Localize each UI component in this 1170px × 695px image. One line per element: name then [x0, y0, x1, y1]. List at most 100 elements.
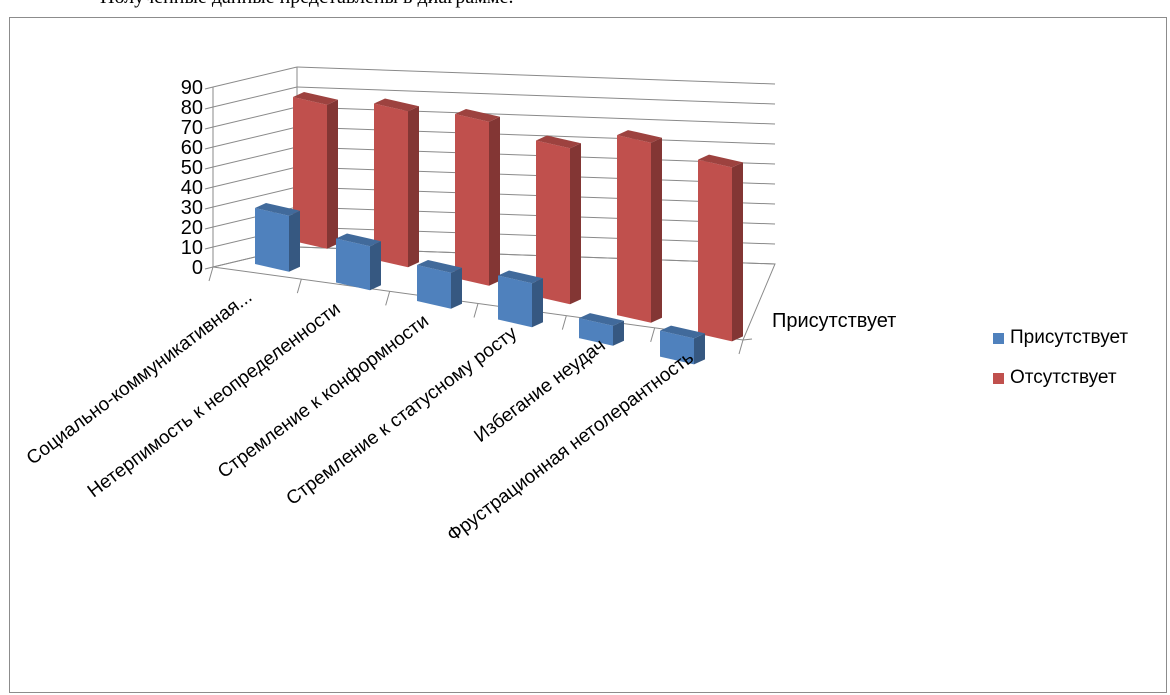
y-tick-mark	[204, 206, 214, 210]
y-tick-label: 0	[192, 257, 203, 279]
bar-series-0-4	[579, 313, 624, 346]
legend-item-series-1: Отсутствует	[993, 358, 1128, 398]
y-tick-label: 30	[181, 197, 203, 219]
side-gridline	[212, 186, 298, 208]
y-tick-mark	[204, 126, 214, 130]
y-tick-mark	[204, 166, 214, 170]
y-tick-mark	[204, 86, 214, 90]
side-gridline	[212, 166, 298, 188]
bar-series-1-5	[698, 154, 743, 342]
chart-bars	[255, 92, 743, 365]
y-tick-mark	[204, 186, 214, 190]
depth-axis-label: Присутствует	[772, 310, 896, 332]
bar-series-1-3-side	[570, 143, 581, 305]
x-tick-label: Стремление к статусному росту	[283, 323, 522, 510]
side-gridline	[212, 66, 298, 88]
y-tick-mark	[204, 246, 214, 250]
back-gridline	[296, 86, 776, 105]
legend-item-series-0: Присутствует	[993, 318, 1128, 358]
depth-tick-mark	[742, 338, 753, 341]
bar-series-1-2-top	[455, 109, 500, 122]
legend-label-series-0: Присутствует	[1010, 327, 1129, 348]
bar-series-0-2-front	[417, 265, 451, 309]
bar-series-0-4-top	[579, 313, 624, 326]
bar-series-0-4-front	[579, 318, 613, 346]
x-tick-mark	[650, 327, 656, 342]
bar-series-1-0-front	[293, 97, 327, 249]
bar-series-1-3-front	[536, 140, 570, 305]
bar-series-0-2	[417, 260, 462, 309]
bar-series-1-3-top	[536, 135, 581, 149]
x-tick-label: Стремление к конформности	[214, 311, 433, 483]
bar-series-1-1-side	[408, 106, 419, 268]
y-tick-mark	[204, 226, 214, 230]
bar-series-0-2-side	[451, 267, 462, 309]
x-tick-mark	[473, 303, 479, 318]
bar-series-0-0-side	[289, 210, 300, 272]
bar-series-0-3	[498, 270, 543, 328]
bar-series-1-3	[536, 135, 581, 305]
chart-frame	[9, 17, 1167, 693]
bar-series-0-1	[336, 233, 381, 291]
bar-series-0-2-top	[417, 260, 462, 273]
bar-series-0-5-side	[694, 333, 705, 365]
y-tick-label: 40	[181, 177, 203, 199]
bar-series-1-0	[293, 92, 338, 249]
y-tick-mark	[204, 266, 214, 270]
y-tick-mark	[204, 146, 214, 150]
bar-series-0-1-side	[370, 241, 381, 291]
bar-series-0-0	[255, 203, 300, 272]
caption: Полученные данные представлены в диаграм…	[100, 0, 513, 9]
x-tick-mark	[208, 266, 214, 282]
y-tick-label: 70	[181, 117, 203, 139]
bar-series-0-1-top	[336, 233, 381, 247]
bar-series-1-2-side	[489, 116, 500, 286]
bar-series-1-2-front	[455, 114, 489, 286]
bar-series-1-1	[374, 98, 419, 268]
bar-series-1-4-side	[651, 137, 662, 323]
y-tick-mark	[204, 106, 214, 110]
legend-swatch-series-1	[993, 372, 1004, 384]
chart-axes	[204, 86, 753, 355]
back-gridline	[296, 66, 776, 85]
bar-series-0-5	[660, 325, 705, 365]
bar-series-0-4-side	[613, 320, 624, 346]
bar-series-0-1-front	[336, 238, 370, 291]
bar-series-0-5-top	[660, 325, 705, 339]
bar-series-1-5-side	[732, 162, 743, 342]
y-tick-label: 20	[181, 217, 203, 239]
bar-series-1-0-top	[293, 92, 338, 105]
bar-series-0-3-top	[498, 270, 543, 284]
bar-series-0-3-side	[532, 278, 543, 328]
bar-series-1-5-front	[698, 159, 732, 342]
x-tick-mark	[385, 291, 391, 306]
bar-series-1-4	[617, 130, 662, 323]
side-gridline	[212, 126, 298, 148]
legend-label-series-1: Отсутствует	[1010, 367, 1117, 388]
side-gridline	[212, 106, 298, 128]
bar-series-1-0-side	[327, 99, 338, 249]
bar-series-1-1-top	[374, 98, 419, 112]
x-tick-mark	[296, 279, 302, 294]
bar-series-1-1-front	[374, 103, 408, 268]
y-tick-label: 90	[181, 77, 203, 99]
bar-series-0-0-front	[255, 208, 289, 272]
legend-swatch-series-0	[993, 332, 1004, 344]
y-tick-label: 80	[181, 97, 203, 119]
x-tick-mark	[561, 315, 567, 330]
bar-series-1-4-front	[617, 135, 651, 323]
bar-series-0-3-front	[498, 275, 532, 328]
y-tick-label: 60	[181, 137, 203, 159]
back-gridline	[296, 106, 776, 125]
side-gridline	[212, 86, 298, 108]
y-tick-label: 50	[181, 157, 203, 179]
x-tick-mark	[738, 339, 744, 355]
bar-series-1-2	[455, 109, 500, 286]
side-gridline	[212, 146, 298, 168]
bar-series-1-4-top	[617, 130, 662, 143]
bar-series-0-0-top	[255, 203, 300, 216]
bar-series-1-5-top	[698, 154, 743, 168]
x-tick-label: Социально-коммуникативная...	[23, 286, 256, 469]
y-tick-label: 10	[181, 237, 203, 259]
